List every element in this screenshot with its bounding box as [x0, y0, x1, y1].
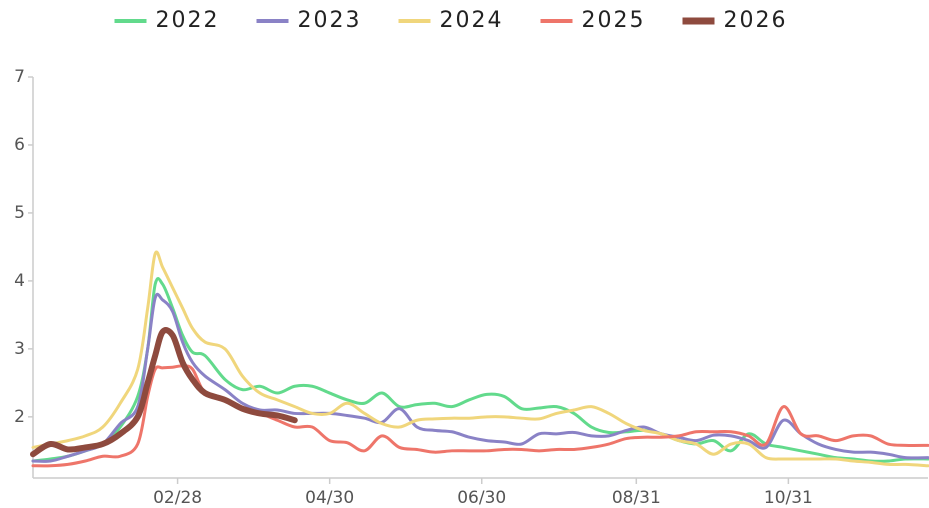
legend-label: 2022: [156, 8, 220, 33]
x-tick-label: 10/31: [764, 488, 813, 508]
x-tick-label: 06/30: [457, 488, 506, 508]
legend-label: 2023: [298, 8, 362, 33]
y-tick-label: 5: [14, 203, 25, 223]
y-tick-label: 4: [14, 271, 25, 291]
x-tick-label: 08/31: [612, 488, 661, 508]
y-tick-label: 6: [14, 135, 25, 155]
line: [31, 292, 929, 463]
x-tick-label: 02/28: [153, 488, 202, 508]
y-tick-label: 3: [14, 339, 25, 359]
y-tick-label: 2: [14, 407, 25, 427]
legend-label: 2026: [724, 8, 788, 33]
line: [30, 327, 298, 458]
legend-label: 2024: [440, 8, 504, 33]
y-tick-label: 7: [14, 67, 25, 87]
line: [31, 364, 929, 468]
x-tick-label: 04/30: [305, 488, 354, 508]
line: [31, 250, 929, 468]
legend-label: 2025: [582, 8, 646, 33]
